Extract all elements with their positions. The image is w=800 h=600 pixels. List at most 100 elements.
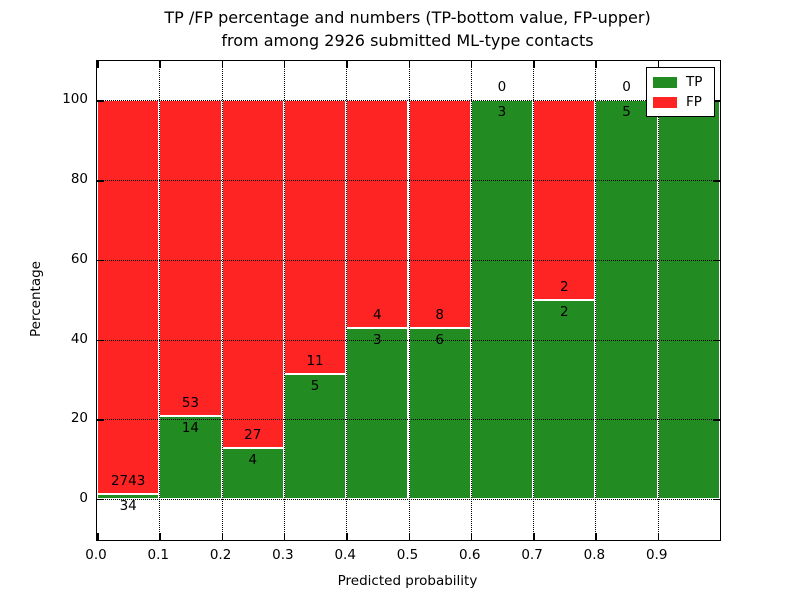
fp-count-label: 27 xyxy=(244,426,262,443)
x-tick-mark xyxy=(159,61,161,68)
bar-segment-tp xyxy=(657,100,720,499)
x-tick-label: 0.6 xyxy=(459,547,481,563)
y-tick-mark xyxy=(97,180,104,182)
x-tick-label: 0.9 xyxy=(645,547,668,563)
x-tick-label: 0.2 xyxy=(209,547,232,563)
y-tick-mark xyxy=(713,180,720,182)
x-tick-mark xyxy=(470,533,473,540)
legend-row: TP xyxy=(653,72,708,92)
bar-segment-fp xyxy=(533,100,596,300)
bar-segment-tp xyxy=(470,100,534,499)
bar-segment-tp xyxy=(595,100,658,499)
bar-segment-tp xyxy=(408,328,471,499)
horizontal-gridline xyxy=(97,180,720,182)
bar-segment-fp xyxy=(159,100,222,416)
horizontal-gridline xyxy=(97,498,720,500)
horizontal-gridline xyxy=(97,259,720,261)
bar-segment-tp xyxy=(221,447,284,499)
fp-count-label: 0 xyxy=(622,79,631,96)
x-tick-mark xyxy=(159,533,161,540)
y-axis-label: Percentage xyxy=(28,261,44,337)
vertical-gridline xyxy=(159,61,161,540)
legend-row: FP xyxy=(653,92,708,112)
tp-legend-swatch xyxy=(653,76,677,88)
legend: TP FP xyxy=(646,67,715,117)
vertical-gridline xyxy=(595,61,597,540)
y-tick-label: 0 xyxy=(79,489,88,506)
fp-count-label: 53 xyxy=(181,394,200,411)
fp-count-label: 2 xyxy=(559,278,569,295)
x-tick-mark xyxy=(283,533,286,540)
y-tick-label: 20 xyxy=(70,410,88,427)
x-tick-mark xyxy=(283,61,286,68)
x-tick-mark xyxy=(97,533,99,540)
x-tick-mark xyxy=(97,61,99,68)
tp-count-label: 3 xyxy=(497,104,507,121)
x-tick-label: 0.4 xyxy=(334,547,356,563)
x-tick-mark xyxy=(595,61,597,68)
x-tick-mark xyxy=(346,61,348,68)
x-tick-label: 0.1 xyxy=(147,547,170,563)
plot-area: 2743345314274115438603220502TPFP xyxy=(96,60,721,541)
vertical-gridline xyxy=(657,61,659,540)
horizontal-gridline xyxy=(97,419,720,421)
tp-count-label: 2 xyxy=(559,303,569,320)
x-tick-label: 0.0 xyxy=(85,547,107,563)
tp-count-label: 6 xyxy=(435,332,444,349)
y-tick-label: 40 xyxy=(70,330,88,347)
x-tick-mark xyxy=(346,533,348,540)
bar-segment-fp xyxy=(346,100,409,329)
vertical-gridline xyxy=(533,61,535,540)
y-tick-mark xyxy=(97,100,104,102)
chart-title-line1: TP /FP percentage and numbers (TP-bottom… xyxy=(164,8,651,27)
fp-count-label: 0 xyxy=(497,79,507,96)
bar-segment-tp xyxy=(346,328,409,499)
chart-title-line2: from among 2926 submitted ML-type contac… xyxy=(221,31,594,50)
horizontal-gridline xyxy=(97,339,720,341)
x-tick-mark xyxy=(657,533,660,540)
x-tick-mark xyxy=(533,533,535,540)
y-tick-mark xyxy=(713,419,720,421)
bar-segment-fp xyxy=(408,100,471,329)
x-tick-label: 0.5 xyxy=(396,547,419,563)
vertical-gridline xyxy=(408,61,410,540)
chart-title: TP /FP percentage and numbers (TP-bottom… xyxy=(96,6,719,52)
bar-segment-fp xyxy=(221,100,284,448)
x-axis-label: Predicted probability xyxy=(337,573,478,589)
x-tick-label: 0.7 xyxy=(521,547,543,563)
y-tick-mark xyxy=(713,339,720,342)
x-tick-mark xyxy=(533,61,535,68)
x-tick-mark xyxy=(408,61,410,68)
y-tick-mark xyxy=(97,419,104,421)
x-tick-mark xyxy=(657,61,660,68)
fp-count-label: 4 xyxy=(373,307,382,324)
bar-segment-tp xyxy=(97,494,160,499)
bar-segment-fp xyxy=(97,100,160,495)
x-tick-mark xyxy=(408,533,410,540)
vertical-gridline xyxy=(283,61,285,540)
y-tick-mark xyxy=(713,100,720,102)
y-tick-mark xyxy=(713,498,720,501)
fp-legend-swatch xyxy=(653,96,677,108)
x-tick-label: 0.3 xyxy=(272,547,294,563)
y-tick-mark xyxy=(97,498,104,501)
x-tick-mark xyxy=(221,61,224,68)
legend-label: FP xyxy=(686,94,702,110)
vertical-gridline xyxy=(470,61,472,540)
vertical-gridline xyxy=(346,61,348,540)
x-tick-mark xyxy=(221,533,224,540)
tp-count-label: 5 xyxy=(310,378,320,395)
horizontal-gridline xyxy=(97,100,720,102)
x-tick-label: 0.8 xyxy=(583,547,606,563)
tp-count-label: 3 xyxy=(373,332,382,349)
tp-count-label: 34 xyxy=(119,498,137,515)
fp-count-label: 8 xyxy=(435,307,444,324)
y-tick-label: 80 xyxy=(70,171,88,188)
y-tick-label: 60 xyxy=(70,250,88,267)
x-tick-mark xyxy=(595,533,597,540)
vertical-gridline xyxy=(221,61,223,540)
fp-count-label: 11 xyxy=(306,353,324,370)
y-tick-mark xyxy=(97,339,104,342)
y-tick-label: 100 xyxy=(62,91,88,108)
